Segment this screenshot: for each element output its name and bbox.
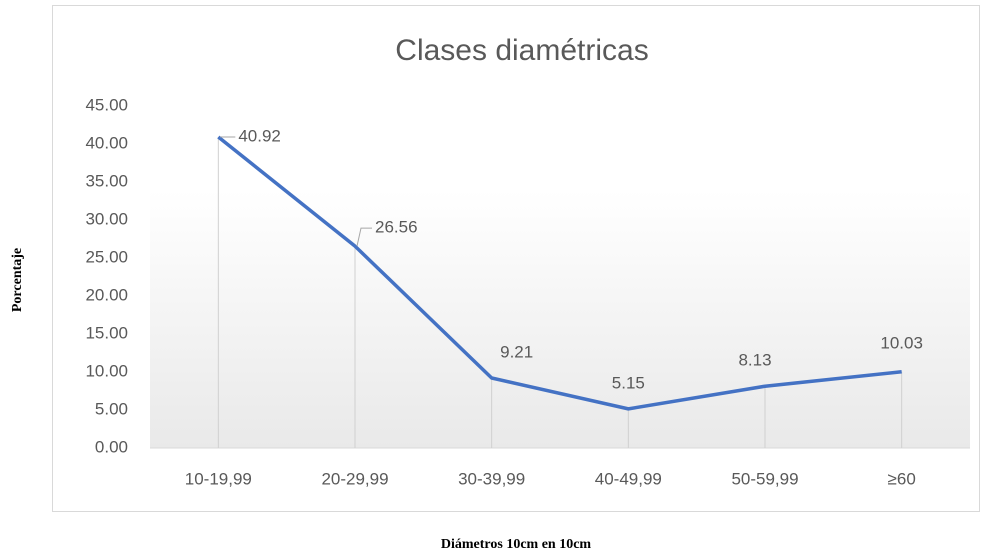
y-tick-label: 0.00 <box>95 437 128 456</box>
leader-line <box>356 227 372 247</box>
y-tick-label: 15.00 <box>85 323 128 342</box>
y-axis-title: Porcentaje <box>10 248 25 312</box>
data-label: 26.56 <box>375 218 418 237</box>
y-tick-label: 10.00 <box>85 361 128 380</box>
y-tick-label: 30.00 <box>85 209 128 228</box>
chart-title: Clases diamétricas <box>395 34 648 67</box>
data-line <box>217 135 902 411</box>
y-tick-label: 25.00 <box>85 247 128 266</box>
x-axis-title: Diámetros 10cm en 10cm <box>441 537 592 552</box>
x-tick-label: ≥60 <box>888 469 916 488</box>
x-tick-label: 10-19,99 <box>185 469 252 488</box>
data-label: 8.13 <box>738 351 771 370</box>
x-tick-label: 40-49,99 <box>595 469 662 488</box>
x-tick-label: 50-59,99 <box>731 469 798 488</box>
data-label: 10.03 <box>880 333 923 352</box>
data-label: 5.15 <box>612 373 645 392</box>
x-tick-label: 20-29,99 <box>321 469 388 488</box>
x-tick-label: 30-39,99 <box>458 469 525 488</box>
y-tick-label: 5.00 <box>95 399 128 418</box>
data-label: 40.92 <box>238 126 281 145</box>
data-label: 9.21 <box>500 342 533 361</box>
y-tick-label: 20.00 <box>85 285 128 304</box>
y-tick-label: 35.00 <box>85 171 128 190</box>
y-tick-label: 45.00 <box>85 95 128 114</box>
plot-background <box>150 190 970 448</box>
y-tick-label: 40.00 <box>85 133 128 152</box>
